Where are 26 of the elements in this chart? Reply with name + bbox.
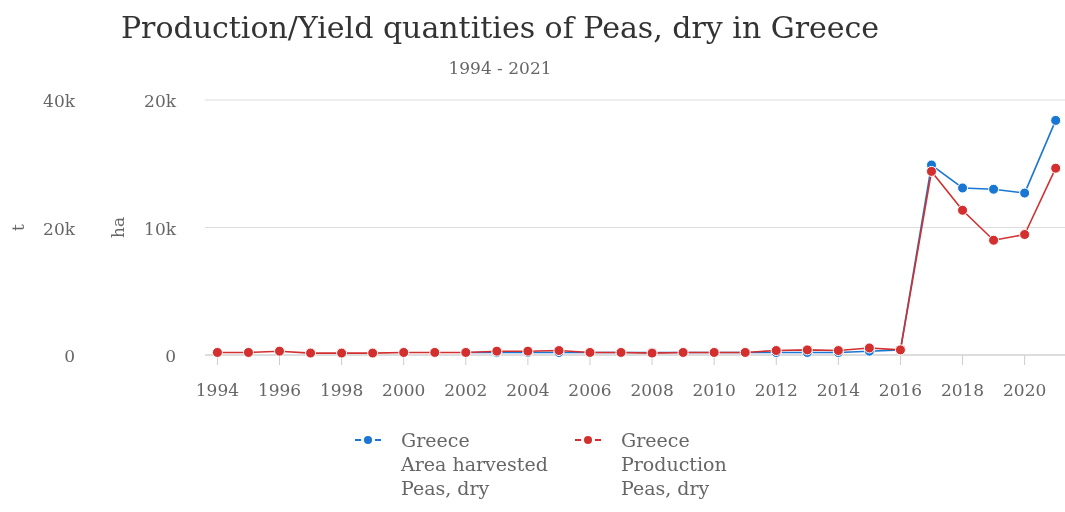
legend-label: Greece Production Peas, dry [621,429,727,499]
x-tick-label: 2018 [940,380,985,400]
x-tick-label: 2020 [1003,380,1047,400]
legend-label: Greece Area harvested Peas, dry [400,429,548,499]
x-tick-label: 2014 [816,380,860,400]
x-tick-label: 2010 [692,380,736,400]
x-tick-label: 2006 [568,380,612,400]
x-tick-label: 1998 [319,380,364,400]
y2-tick-label: 20k [144,91,177,111]
chart-title: Production/Yield quantities of Peas, dry in Greece [120,10,880,45]
x-tick-label: 1994 [195,380,240,400]
y2-axis-title: ha [108,216,128,239]
x-tick-label: 2004 [506,380,550,400]
y-tick-label: 0 [64,346,75,366]
x-tick-label: 1996 [257,380,302,400]
y2-tick-label: 0 [165,346,176,366]
x-tick-label: 2016 [878,380,923,400]
y-axis-title: t [8,223,28,231]
y-tick-label: 20k [43,218,76,239]
y-tick-label: 40k [43,91,76,111]
x-tick-label: 2000 [382,380,426,400]
x-tick-label: 2012 [754,380,798,400]
x-tick-label: 2002 [444,380,488,400]
x-tick-label: 2008 [630,380,674,400]
chart-subtitle: 1994 - 2021 [448,58,552,78]
y2-tick-label: 10k [144,218,177,239]
